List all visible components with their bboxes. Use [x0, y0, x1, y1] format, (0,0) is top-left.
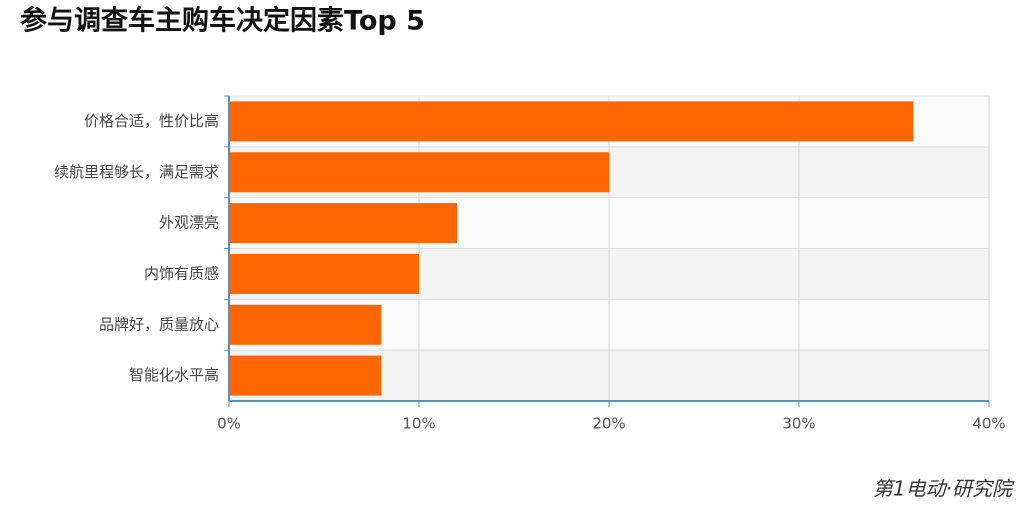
bar: [229, 253, 419, 294]
x-tick-label: 30%: [782, 415, 815, 433]
brand-logo: 第1电动·研究院: [873, 477, 1015, 501]
y-tick-label: 外观漂亮: [159, 214, 219, 232]
bar: [229, 355, 381, 396]
x-tick-label: 20%: [592, 415, 625, 433]
x-tick-label: 40%: [972, 415, 1005, 433]
bar: [229, 152, 609, 193]
y-tick-label: 内饰有质感: [144, 264, 219, 282]
bar: [229, 304, 381, 345]
chart-title: 参与调查车主购车决定因素Top 5: [20, 5, 425, 37]
y-tick-label: 续航里程够长，满足需求: [54, 163, 219, 181]
x-tick-label: 10%: [402, 415, 435, 433]
bar: [229, 203, 457, 244]
x-tick-label: 0%: [217, 415, 241, 433]
bar: [229, 101, 913, 142]
y-tick-label: 智能化水平高: [129, 366, 219, 384]
y-tick-label: 品牌好，质量放心: [99, 315, 219, 333]
y-tick-label: 价格合适，性价比高: [84, 112, 219, 130]
